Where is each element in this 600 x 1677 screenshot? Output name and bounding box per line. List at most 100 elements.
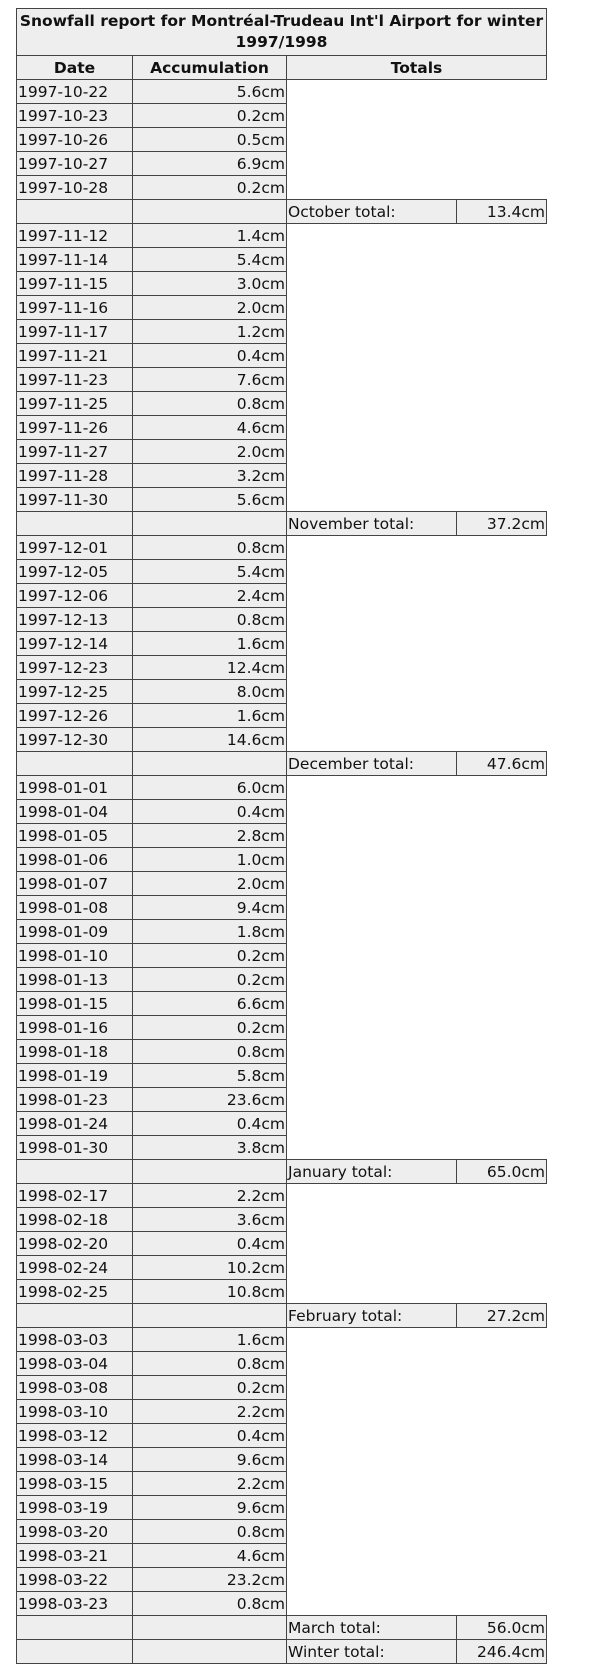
month-total-row: January total: 65.0cm (16, 1159, 547, 1184)
month-total-label: March total: (286, 1615, 457, 1640)
empty-cell (456, 343, 547, 368)
empty-cell (132, 511, 287, 536)
month-total-label: January total: (286, 1159, 457, 1184)
empty-cell (456, 1327, 547, 1352)
table-row: 1997-12-26 1.6cm (16, 703, 547, 728)
empty-cell (286, 1327, 457, 1352)
table-row: 1997-12-25 8.0cm (16, 679, 547, 704)
empty-cell (456, 1567, 547, 1592)
accumulation-cell: 5.8cm (132, 1063, 287, 1088)
date-cell: 1997-10-27 (16, 151, 133, 176)
accumulation-cell: 0.4cm (132, 343, 287, 368)
accumulation-cell: 1.6cm (132, 703, 287, 728)
accumulation-cell: 10.8cm (132, 1279, 287, 1304)
empty-cell (456, 175, 547, 200)
empty-cell (456, 1135, 547, 1160)
empty-cell (456, 847, 547, 872)
date-cell: 1997-11-27 (16, 439, 133, 464)
accumulation-cell: 0.4cm (132, 1111, 287, 1136)
table-row: 1997-10-27 6.9cm (16, 151, 547, 176)
empty-cell (286, 1207, 457, 1232)
empty-cell (132, 751, 287, 776)
empty-cell (132, 1639, 287, 1664)
date-cell: 1998-01-13 (16, 967, 133, 992)
date-cell: 1997-10-22 (16, 79, 133, 104)
empty-cell (16, 751, 133, 776)
date-cell: 1998-03-04 (16, 1351, 133, 1376)
accumulation-cell: 5.4cm (132, 559, 287, 584)
accumulation-cell: 4.6cm (132, 1543, 287, 1568)
month-total-label: November total: (286, 511, 457, 536)
empty-cell (456, 799, 547, 824)
empty-cell (286, 943, 457, 968)
empty-cell (456, 823, 547, 848)
date-cell: 1997-12-05 (16, 559, 133, 584)
accumulation-cell: 0.4cm (132, 1231, 287, 1256)
empty-cell (456, 1279, 547, 1304)
empty-cell (456, 79, 547, 104)
date-cell: 1998-03-20 (16, 1519, 133, 1544)
empty-cell (286, 1087, 457, 1112)
date-cell: 1997-11-28 (16, 463, 133, 488)
month-total-row: October total: 13.4cm (16, 199, 547, 224)
table-row: 1998-02-18 3.6cm (16, 1207, 547, 1232)
accumulation-cell: 3.8cm (132, 1135, 287, 1160)
empty-cell (286, 799, 457, 824)
date-cell: 1998-03-15 (16, 1471, 133, 1496)
date-cell: 1998-02-17 (16, 1183, 133, 1208)
accumulation-cell: 6.0cm (132, 775, 287, 800)
accumulation-cell: 8.0cm (132, 679, 287, 704)
table-row: 1997-12-05 5.4cm (16, 559, 547, 584)
empty-cell (286, 703, 457, 728)
accumulation-cell: 6.6cm (132, 991, 287, 1016)
table-row: 1998-03-14 9.6cm (16, 1447, 547, 1472)
date-cell: 1998-01-10 (16, 943, 133, 968)
table-row: 1997-10-22 5.6cm (16, 79, 547, 104)
date-cell: 1997-11-17 (16, 319, 133, 344)
accumulation-cell: 0.8cm (132, 1591, 287, 1616)
table-row: 1997-12-06 2.4cm (16, 583, 547, 608)
empty-cell (16, 511, 133, 536)
empty-cell (456, 1543, 547, 1568)
empty-cell (456, 391, 547, 416)
accumulation-cell: 2.0cm (132, 439, 287, 464)
winter-total-value: 246.4cm (456, 1639, 547, 1664)
date-cell: 1998-01-07 (16, 871, 133, 896)
accumulation-cell: 9.6cm (132, 1447, 287, 1472)
month-total-label: December total: (286, 751, 457, 776)
empty-cell (16, 1303, 133, 1328)
date-cell: 1997-10-23 (16, 103, 133, 128)
table-row: 1998-01-16 0.2cm (16, 1015, 547, 1040)
empty-cell (286, 463, 457, 488)
date-cell: 1998-01-01 (16, 775, 133, 800)
accumulation-cell: 23.6cm (132, 1087, 287, 1112)
table-row: 1997-10-28 0.2cm (16, 175, 547, 200)
table-row: 1997-11-27 2.0cm (16, 439, 547, 464)
empty-cell (286, 175, 457, 200)
table-row: 1997-11-30 5.6cm (16, 487, 547, 512)
date-cell: 1997-12-30 (16, 727, 133, 752)
empty-cell (286, 679, 457, 704)
month-total-row: November total: 37.2cm (16, 511, 547, 536)
empty-cell (456, 1519, 547, 1544)
table-row: 1998-01-18 0.8cm (16, 1039, 547, 1064)
empty-cell (456, 1207, 547, 1232)
accumulation-cell: 3.6cm (132, 1207, 287, 1232)
table-row: 1998-01-06 1.0cm (16, 847, 547, 872)
accumulation-cell: 23.2cm (132, 1567, 287, 1592)
empty-cell (286, 1111, 457, 1136)
table-row: 1997-11-21 0.4cm (16, 343, 547, 368)
empty-cell (456, 151, 547, 176)
empty-cell (456, 1471, 547, 1496)
empty-cell (456, 655, 547, 680)
accumulation-cell: 3.0cm (132, 271, 287, 296)
date-cell: 1998-02-18 (16, 1207, 133, 1232)
empty-cell (456, 703, 547, 728)
empty-cell (286, 1231, 457, 1256)
empty-cell (456, 367, 547, 392)
date-cell: 1997-11-12 (16, 223, 133, 248)
table-row: 1998-01-19 5.8cm (16, 1063, 547, 1088)
empty-cell (456, 1087, 547, 1112)
empty-cell (286, 79, 457, 104)
date-cell: 1997-11-30 (16, 487, 133, 512)
